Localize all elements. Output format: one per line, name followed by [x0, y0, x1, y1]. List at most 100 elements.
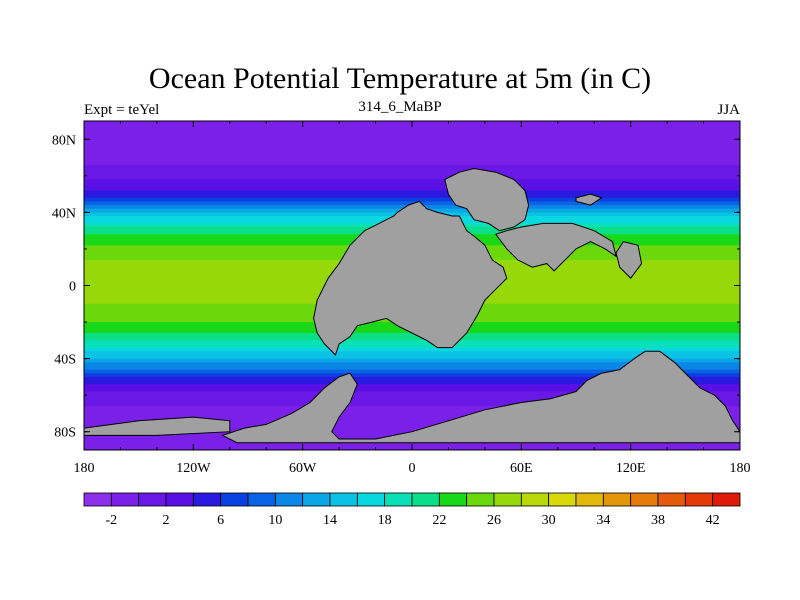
colorbar-cell [384, 492, 413, 507]
colorbar-cell [220, 492, 249, 507]
colorbar-cell [165, 492, 194, 507]
field-band [84, 406, 740, 411]
colorbar-cell [493, 492, 522, 507]
colorbar-label: 38 [651, 513, 665, 528]
colorbar-label: 10 [268, 513, 282, 528]
colorbar: -2 2 6 10 14 18 22 26 30 34 38 42 [83, 492, 741, 528]
colorbar-cell [712, 492, 741, 507]
colorbar-label: 22 [432, 513, 446, 528]
field-band [84, 135, 740, 140]
colorbar-label: 2 [163, 513, 170, 528]
field-band [84, 420, 740, 426]
field-band [84, 351, 740, 356]
field-band [84, 343, 740, 349]
colorbar-cell [138, 492, 167, 507]
x-tick-label: 120W [176, 461, 211, 476]
field-band [84, 197, 740, 203]
y-tick-label: 0 [69, 280, 76, 295]
land-polygon [494, 222, 617, 272]
x-tick-label: 60W [289, 461, 317, 476]
field-band [84, 362, 740, 367]
field-band [84, 183, 740, 188]
colorbar-cell [302, 492, 331, 507]
field-band [84, 150, 740, 155]
field-band [84, 153, 740, 159]
field-band [84, 376, 740, 382]
colorbar-cell [438, 492, 468, 507]
y-tick-label: 80N [52, 133, 76, 148]
x-tick-label: 120E [616, 461, 646, 476]
colorbar-cell [684, 492, 714, 507]
field-band [84, 365, 740, 371]
field-band [84, 347, 740, 352]
field-band [84, 186, 740, 192]
field-band [84, 402, 740, 407]
x-tick-label: 60E [510, 461, 533, 476]
field-band [84, 336, 740, 341]
colorbar-cell [247, 492, 276, 507]
colorbar-label: -2 [105, 513, 117, 528]
colorbar-cell [602, 492, 632, 507]
field-band [84, 142, 740, 148]
colorbar-label: 18 [378, 513, 392, 528]
field-band [84, 146, 740, 151]
field-band [84, 175, 740, 181]
field-band [84, 373, 740, 378]
field-band [84, 194, 740, 199]
colorbar-cell [192, 492, 222, 507]
x-tick-label: 0 [409, 461, 416, 476]
colorbar-label: 14 [323, 513, 337, 528]
field-band [84, 340, 740, 345]
field-band [84, 369, 740, 374]
field-band [84, 395, 740, 400]
colorbar-cell [329, 492, 358, 507]
colorbar-label: 42 [706, 513, 720, 528]
colorbar-cell [520, 492, 550, 507]
field-band [84, 428, 740, 433]
field-band [84, 413, 740, 418]
land-polygon [84, 416, 231, 436]
field-band [84, 190, 740, 195]
land-polygon [575, 193, 603, 206]
land-polygon [615, 241, 643, 279]
field-band [84, 391, 740, 396]
y-tick-label: 40N [52, 206, 76, 221]
field-band [84, 424, 740, 429]
axes: 180 120W 60W 0 60E 120E 180 80N 40N 0 40S 80S [52, 121, 751, 476]
colorbar-cell [274, 492, 304, 507]
x-tick-label: 180 [730, 461, 751, 476]
field-band [84, 168, 740, 173]
colorbar-label: 30 [542, 513, 556, 528]
colorbar-label: 6 [217, 513, 224, 528]
x-tick-label: 180 [74, 461, 95, 476]
colorbar-cell [657, 492, 686, 507]
field-band [84, 387, 740, 393]
field-band [84, 161, 740, 166]
land-polygon [313, 200, 508, 356]
colorbar-cell [548, 492, 577, 507]
field-band [84, 128, 740, 133]
center-subtitle: 314_6_MaBP [358, 99, 442, 115]
colorbar-cell [630, 492, 659, 507]
field-band [84, 172, 740, 177]
field-band [84, 139, 740, 144]
field-band [84, 164, 740, 170]
colorbar-cell [411, 492, 440, 507]
field-band [84, 157, 740, 162]
field-band [84, 380, 740, 385]
land-polygon [221, 350, 740, 444]
field-band [84, 179, 740, 184]
field-band [84, 358, 740, 363]
colorbar-cell [110, 492, 140, 507]
field-band [84, 384, 740, 389]
field-band [84, 131, 740, 137]
colorbar-label: 34 [596, 513, 610, 528]
field-band [84, 409, 740, 415]
left-subtitle: Expt = teYel [84, 102, 160, 118]
land-polygon [444, 167, 530, 232]
colorbar-cell [575, 492, 604, 507]
field-band [84, 417, 740, 422]
y-tick-label: 40S [54, 353, 76, 368]
field-band [84, 354, 740, 360]
